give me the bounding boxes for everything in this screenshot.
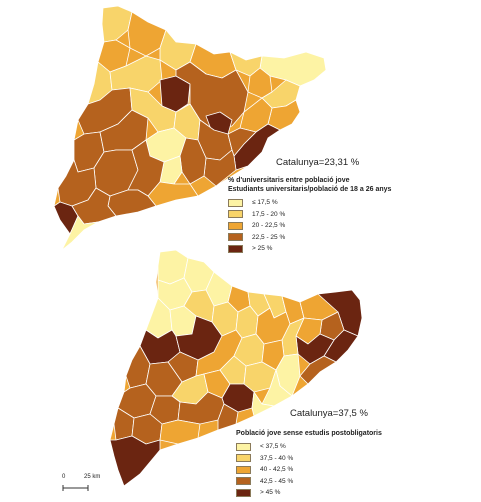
legend-swatch (228, 210, 243, 219)
legend-label: 37,5 - 40 % (260, 454, 294, 462)
bottom-legend-item: > 45 % (236, 487, 382, 499)
bottom-map-total: Catalunya=37,5 % (290, 408, 368, 419)
legend-label: ≤ 17,5 % (252, 199, 278, 207)
top-legend-item: 20 - 22,5 % (228, 220, 391, 232)
legend-label: 42,5 - 45 % (260, 477, 294, 485)
legend-swatch (236, 488, 251, 497)
top-legend-title-1: % d'universitaris entre població jove (228, 177, 350, 184)
legend-label: 20 - 22,5 % (252, 222, 286, 230)
legend-swatch (236, 465, 251, 474)
bottom-legend-item: 40 - 42,5 % (236, 464, 382, 476)
bottom-map (109, 249, 363, 487)
bottom-legend-title: Població jove sense estudis postobligato… (236, 430, 382, 437)
top-map-legend: % d'universitaris entre població jove Es… (228, 176, 391, 255)
legend-label: 22,5 - 25 % (252, 233, 286, 241)
legend-label: < 37,5 % (260, 443, 286, 451)
legend-label: 17,5 - 20 % (252, 210, 286, 218)
legend-label: 40 - 42,5 % (260, 466, 294, 474)
legend-swatch (228, 198, 243, 207)
legend-swatch (236, 442, 251, 451)
top-legend-title-2: Estudiants universitaris/població de 18 … (228, 186, 392, 193)
legend-swatch (228, 233, 243, 242)
top-map-total: Catalunya=23,31 % (276, 157, 360, 168)
top-legend-item: ≤ 17,5 % (228, 197, 391, 209)
legend-swatch (236, 477, 251, 486)
top-legend-item: 22,5 - 25 % (228, 232, 391, 244)
legend-label: > 45 % (260, 489, 281, 497)
bottom-legend-item: 42,5 - 45 % (236, 476, 382, 488)
bottom-legend-item: < 37,5 % (236, 441, 382, 453)
bottom-legend-item: 37,5 - 40 % (236, 453, 382, 465)
top-map (53, 5, 327, 251)
legend-swatch (236, 454, 251, 463)
top-legend-item: 17,5 - 20 % (228, 209, 391, 221)
scale-bar-zero: 0 (62, 474, 66, 480)
legend-swatch (228, 221, 243, 230)
scale-bar-graphic (62, 485, 89, 491)
scale-bar-distance: 25 km (84, 474, 101, 480)
top-legend-item: > 25 % (228, 243, 391, 255)
legend-swatch (228, 244, 243, 253)
legend-label: > 25 % (252, 245, 273, 253)
bottom-map-legend: Població jove sense estudis postobligato… (236, 429, 382, 499)
